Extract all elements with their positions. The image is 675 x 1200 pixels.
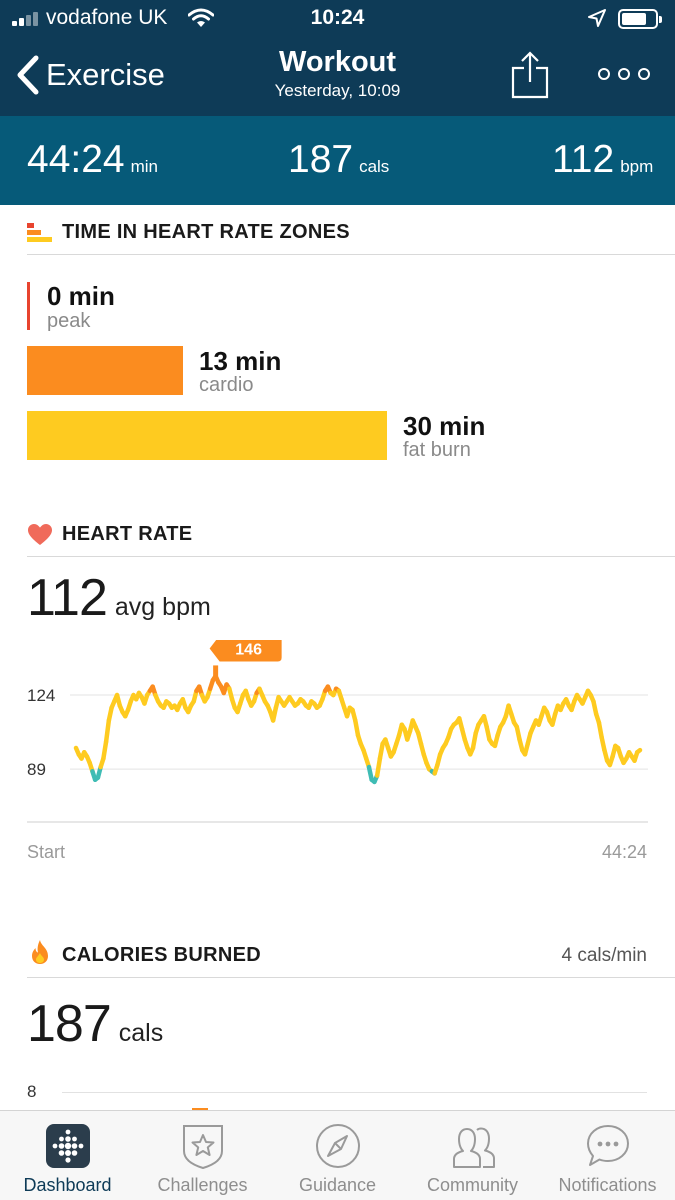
location-arrow-icon [588,9,606,27]
tab-label: Challenges [157,1175,248,1195]
tab-bar: Dashboard Challenges Guidance Community … [0,1110,675,1200]
star-badge-icon [183,1125,223,1169]
page-subtitle: Yesterday, 10:09 [274,81,401,100]
peak-zone-value: 0 min [47,281,115,311]
status-bar: vodafone UK 10:24 [0,0,675,38]
heart-rate-unit: bpm [620,157,654,176]
calories-unit: cals [359,157,390,176]
heart-rate-line-segment [377,741,385,761]
heart-rate-section-header: HEART RATE [0,507,675,557]
header-title-group: Workout Yesterday, 10:09 [0,46,675,101]
tab-community[interactable]: Community [405,1111,540,1200]
page-title: Workout [278,46,397,78]
heart-rate-zones-icon [27,223,52,242]
peak-callout [209,640,282,662]
duration-unit: min [130,157,159,176]
dot-icon [618,68,630,80]
calories-gridline [62,1092,647,1093]
section-title: HEART RATE [62,523,193,545]
section-title: CALORIES BURNED [62,944,261,966]
back-button[interactable]: Exercise [14,52,165,98]
tab-label: Dashboard [23,1175,112,1195]
chart-end-label: 44:24 [601,842,647,862]
heart-rate-line-segment [103,718,112,744]
average-heart-rate-value: 112 [27,569,108,627]
heart-rate-line-segment [101,739,109,761]
duration-value: 44:24 [27,138,125,181]
peak-zone-bar [27,282,30,330]
top-bar: vodafone UK 10:24 Exercise Workout Yeste… [0,0,675,116]
tab-label: Notifications [558,1175,657,1195]
chart-start-label: Start [27,842,66,862]
calories-burned-unit: cals [118,1019,164,1047]
chevron-left-icon [17,55,39,95]
calories-section-header: CALORIES BURNED 4 cals/min [0,928,675,978]
dot-icon [598,68,610,80]
heart-rate-line-segment [470,730,478,751]
tab-guidance[interactable]: Guidance [270,1111,405,1200]
calories-stat: 187 cals [288,138,389,182]
y-tick-label: 89 [27,760,46,779]
peak-callout-label: 146 [235,641,262,658]
heart-rate-line-segment [353,718,361,738]
cardio-zone-label: cardio [199,374,254,396]
calories-axis-label: 8 [27,1082,37,1101]
dot-icon [638,68,650,80]
wifi-icon [188,8,214,27]
speech-bubble-icon [587,1125,629,1166]
battery-icon [618,9,662,29]
heart-rate-line-segment [374,756,383,778]
dashboard-icon [46,1124,90,1168]
compass-icon [316,1124,360,1168]
back-label: Exercise [46,57,165,92]
tab-label: Guidance [298,1175,377,1195]
flame-icon [32,940,48,964]
heart-rate-stat: 112 bpm [552,138,653,182]
status-time: 10:24 [310,6,365,29]
peak-zone-label: peak [47,310,91,332]
zones-section-header: TIME IN HEART RATE ZONES [0,205,675,255]
average-heart-rate: 112 avg bpm [27,568,211,628]
y-tick-label: 124 [27,686,55,705]
more-options-button[interactable] [598,64,650,84]
tab-notifications[interactable]: Notifications [540,1111,675,1200]
average-heart-rate-label: avg bpm [114,593,211,621]
fat-burn-zone-bar [27,411,387,460]
calories-value: 187 [288,138,354,181]
tab-dashboard[interactable]: Dashboard [0,1111,135,1200]
cardio-zone-value: 13 min [199,346,282,376]
fat-burn-zone-label: fat burn [403,439,471,461]
heart-rate-value: 112 [552,138,615,181]
section-title: TIME IN HEART RATE ZONES [62,221,350,243]
heart-rate-line-segment [635,747,643,755]
workout-summary: 44:24 min 187 cals 112 bpm [0,116,675,205]
share-button[interactable] [510,50,550,100]
tab-challenges[interactable]: Challenges [135,1111,270,1200]
calories-burned-value: 187 [27,995,112,1053]
fat-burn-zone-value: 30 min [403,411,486,441]
duration-stat: 44:24 min [27,138,158,182]
signal-icon [12,12,42,26]
calories-rate: 4 cals/min [561,945,647,966]
heart-icon [28,524,52,545]
tab-label: Community [426,1175,519,1195]
calories-burned-total: 187 cals [27,994,163,1054]
cardio-zone-bar [27,346,183,395]
heart-rate-chart[interactable]: 124 89 146 [0,640,675,830]
share-icon [511,51,549,99]
carrier-name: vodafone UK [46,6,168,29]
people-icon [453,1127,495,1168]
heart-rate-line-segment [596,720,604,740]
